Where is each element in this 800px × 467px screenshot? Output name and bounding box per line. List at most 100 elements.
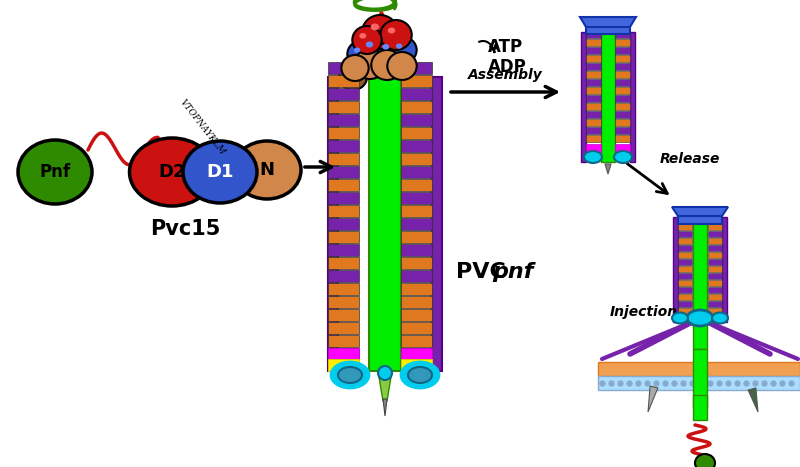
Bar (328, 231, 359, 243)
Bar (586, 39, 601, 46)
Ellipse shape (183, 141, 257, 203)
Bar (693, 349, 707, 408)
Text: ATP: ATP (488, 38, 523, 56)
Bar (328, 244, 359, 256)
Bar (615, 63, 630, 70)
Bar (328, 296, 359, 308)
Text: pnf: pnf (492, 262, 534, 282)
Bar (615, 103, 630, 110)
Bar (328, 75, 359, 87)
Bar (586, 63, 601, 70)
Bar (586, 71, 601, 78)
Text: D2: D2 (158, 163, 186, 181)
Bar (586, 87, 601, 94)
Ellipse shape (390, 37, 417, 63)
Bar (615, 87, 630, 94)
Ellipse shape (342, 55, 369, 81)
Bar (678, 231, 692, 237)
Ellipse shape (352, 26, 382, 54)
Bar (328, 192, 359, 204)
Ellipse shape (354, 48, 360, 53)
Bar (401, 114, 432, 126)
Bar (401, 153, 432, 165)
Bar (586, 135, 601, 142)
Ellipse shape (347, 41, 374, 67)
Ellipse shape (387, 52, 417, 80)
Bar (708, 245, 722, 251)
Ellipse shape (370, 23, 379, 30)
Polygon shape (672, 207, 728, 216)
Polygon shape (748, 388, 758, 412)
Bar (678, 259, 692, 265)
Bar (432, 77, 442, 371)
Bar (708, 287, 722, 293)
Bar (615, 71, 630, 78)
Bar (328, 88, 359, 100)
Bar (615, 79, 630, 86)
Bar (401, 140, 432, 152)
Bar (678, 214, 722, 224)
Bar (328, 270, 359, 282)
Bar (615, 135, 630, 142)
Ellipse shape (362, 15, 398, 49)
Ellipse shape (18, 140, 92, 204)
Ellipse shape (371, 50, 402, 80)
Bar (708, 280, 722, 286)
Bar (708, 224, 722, 230)
Polygon shape (605, 164, 611, 174)
Bar (615, 47, 630, 54)
Bar (328, 127, 359, 139)
Bar (328, 166, 359, 178)
Ellipse shape (354, 49, 386, 79)
Bar (678, 252, 692, 258)
Bar (615, 119, 630, 126)
Bar (328, 77, 338, 371)
Bar (601, 22, 615, 162)
Ellipse shape (331, 362, 369, 388)
Bar (615, 127, 630, 134)
Text: Release: Release (660, 152, 720, 166)
Bar (678, 238, 692, 244)
Bar (598, 362, 800, 376)
Bar (401, 296, 432, 308)
Bar (328, 205, 359, 217)
Bar (401, 322, 432, 334)
Ellipse shape (380, 20, 412, 50)
Ellipse shape (375, 37, 405, 65)
Bar (401, 127, 432, 139)
Ellipse shape (408, 367, 432, 383)
Bar (328, 309, 359, 321)
Bar (678, 224, 692, 230)
Bar (328, 335, 359, 347)
Bar (678, 245, 692, 251)
Polygon shape (648, 386, 658, 412)
Ellipse shape (358, 34, 390, 64)
Bar (586, 24, 630, 34)
Bar (708, 294, 722, 300)
Polygon shape (379, 377, 391, 401)
Bar (401, 257, 432, 269)
Bar (328, 140, 359, 152)
Bar (615, 144, 630, 152)
Bar (615, 95, 630, 102)
Bar (615, 111, 630, 118)
Bar (678, 273, 692, 279)
Bar (586, 103, 601, 110)
Ellipse shape (339, 64, 367, 90)
Bar (401, 283, 432, 295)
Bar (401, 218, 432, 230)
Bar (586, 79, 601, 86)
Text: VTOPNAYKLM: VTOPNAYKLM (178, 98, 226, 156)
Ellipse shape (338, 367, 362, 383)
Text: Pnf: Pnf (39, 163, 70, 181)
Bar (328, 348, 359, 359)
Bar (708, 259, 722, 265)
Bar (673, 217, 678, 322)
Bar (401, 309, 432, 321)
Bar (328, 153, 359, 165)
Bar (693, 395, 707, 420)
Text: N: N (259, 161, 274, 179)
Text: ADP: ADP (488, 58, 526, 76)
Bar (401, 75, 432, 87)
Bar (722, 217, 727, 322)
